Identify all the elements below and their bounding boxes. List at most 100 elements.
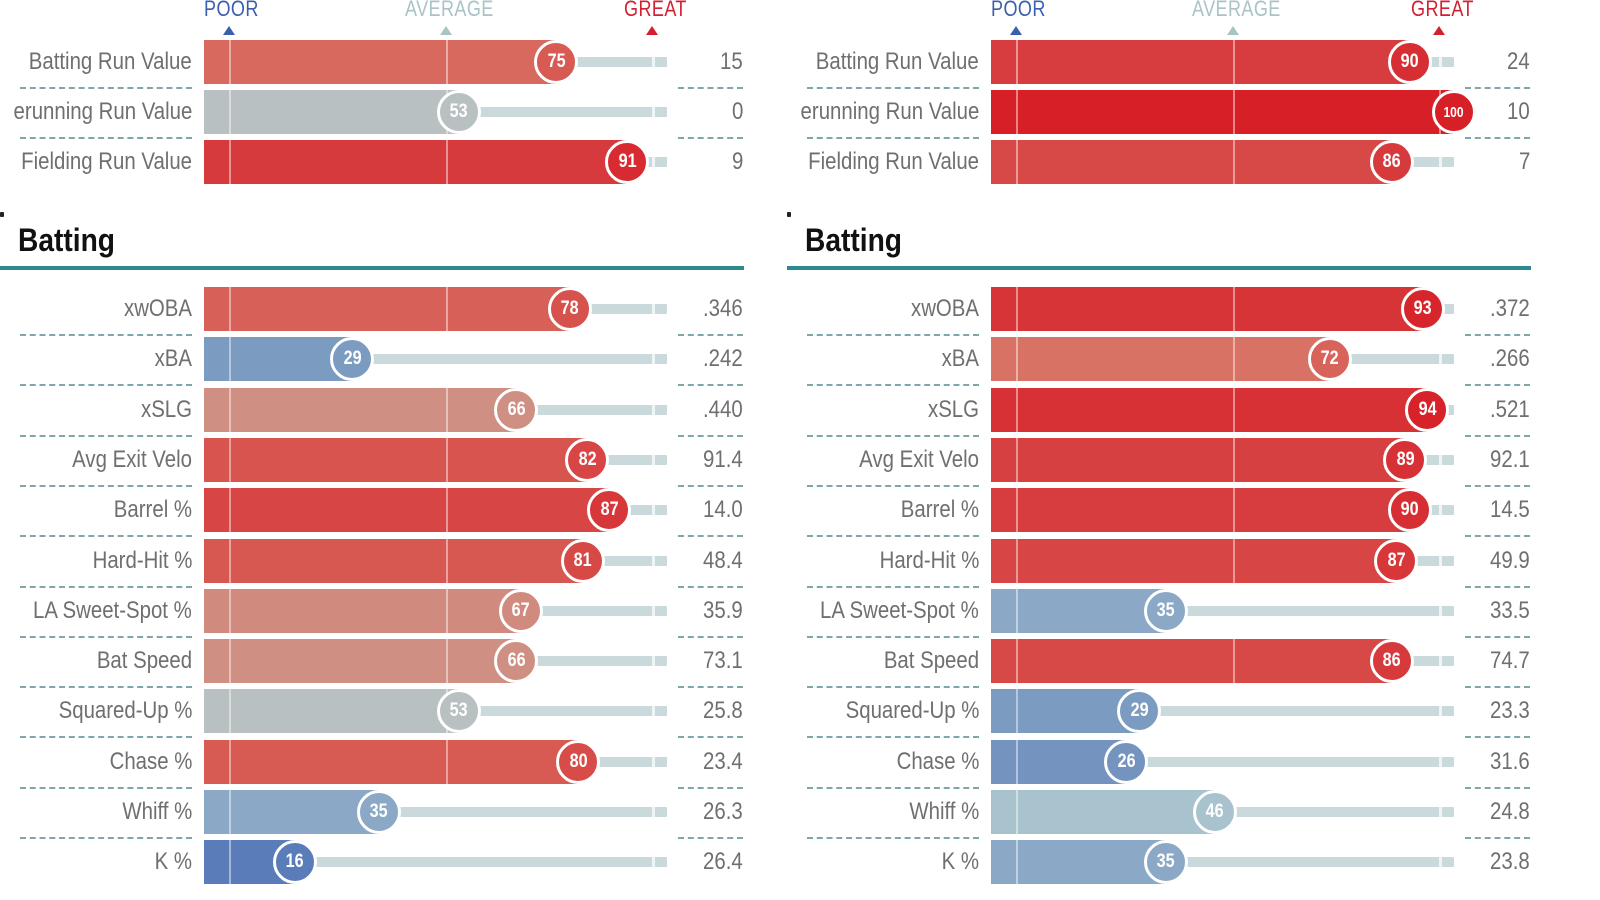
metric-value: 91.4 [703, 446, 743, 473]
poor-tick [229, 337, 231, 381]
value-divider [678, 787, 743, 789]
metric-label-wrap: xSLG [787, 388, 979, 432]
percentile-bar [991, 840, 1167, 884]
metric-label: xwOBA [910, 295, 979, 322]
poor-tick [229, 589, 231, 633]
poor-tick [1016, 639, 1018, 683]
metric-value: 15 [720, 48, 743, 75]
percentile-value: 26 [1117, 751, 1136, 772]
poor-tick [1016, 539, 1018, 583]
metric-value: 24.8 [1490, 798, 1530, 825]
percentile-badge: 29 [330, 337, 375, 381]
section-divider [0, 266, 744, 270]
percentile-bar [991, 90, 1454, 134]
poor-tick [1016, 438, 1018, 482]
metric-row: Avg Exit Velo 89 92.1 [787, 438, 1567, 482]
percentile-badge: 90 [1387, 488, 1432, 532]
average-tick [1233, 388, 1235, 432]
metric-row: Chase % 26 31.6 [787, 740, 1567, 784]
metric-value: 10 [1507, 98, 1530, 125]
percentile-badge: 94 [1405, 388, 1450, 432]
percentile-badge: 16 [272, 840, 317, 884]
row-divider [807, 334, 979, 336]
metric-value: .521 [1490, 396, 1530, 423]
percentile-track [991, 757, 1454, 767]
percentile-bar [204, 388, 517, 432]
value-divider [678, 384, 743, 386]
row-divider [807, 87, 979, 89]
metric-value: 24 [1507, 48, 1530, 75]
average-tick [1233, 90, 1235, 134]
percentile-badge: 89 [1383, 438, 1428, 482]
poor-tick [229, 388, 231, 432]
percentile-value: 72 [1320, 348, 1339, 369]
percentile-value: 35 [370, 801, 389, 822]
metric-label-wrap: Chase % [0, 740, 192, 784]
metric-label: Avg Exit Velo [859, 446, 979, 473]
great-track-tick [652, 556, 655, 566]
great-track-tick [652, 857, 655, 867]
value-divider [678, 485, 743, 487]
percentile-badge: 66 [494, 388, 539, 432]
percentile-bar [204, 40, 557, 84]
percentile-bar [204, 140, 628, 184]
metric-row: Barrel % 90 14.5 [787, 488, 1567, 532]
percentile-badge: 35 [357, 790, 402, 834]
great-track-tick [652, 606, 655, 616]
metric-label: K % [941, 848, 979, 875]
value-divider [1465, 334, 1530, 336]
percentile-value: 87 [600, 499, 619, 520]
great-track-tick [652, 455, 655, 465]
metric-label-wrap: Chase % [787, 740, 979, 784]
metric-label-wrap: Barrel % [787, 488, 979, 532]
metric-label-wrap: K % [0, 840, 192, 884]
row-divider [807, 535, 979, 537]
metric-label-wrap: Bat Speed [787, 639, 979, 683]
row-divider [20, 485, 192, 487]
metric-label: xBA [941, 345, 979, 372]
metric-row: LA Sweet-Spot % 67 35.9 [0, 589, 780, 633]
value-divider [1465, 686, 1530, 688]
average-tick [1233, 337, 1235, 381]
percentile-badge: 87 [1374, 539, 1419, 583]
poor-tick [1016, 337, 1018, 381]
percentile-value: 90 [1400, 499, 1419, 520]
percentile-badge: 90 [1387, 40, 1432, 84]
value-divider [1465, 535, 1530, 537]
metric-label: Fielding Run Value [21, 148, 192, 175]
percentile-value: 91 [618, 151, 637, 172]
percentile-value: 100 [1443, 104, 1465, 121]
metric-label: Chase % [896, 748, 979, 775]
percentile-bar [204, 539, 583, 583]
metric-label: Squared-Up % [845, 697, 979, 724]
metric-label: Avg Exit Velo [72, 446, 192, 473]
metric-row: Fielding Run Value 91 9 [0, 140, 780, 184]
percentile-bar [991, 589, 1167, 633]
poor-tick [1016, 40, 1018, 84]
metric-row: xSLG 66 .440 [0, 388, 780, 432]
row-divider [20, 736, 192, 738]
metric-row: xwOBA 93 .372 [787, 287, 1567, 331]
percentile-bar [204, 287, 570, 331]
metric-label: Whiff % [122, 798, 192, 825]
player-panel-right: POOR AVERAGE GREAT Batting Run Value 90 24 eru… [787, 0, 1567, 900]
value-divider [678, 686, 743, 688]
percentile-bar [991, 388, 1428, 432]
average-tick [446, 589, 448, 633]
average-tick [446, 287, 448, 331]
metric-label: Bat Speed [883, 647, 979, 674]
percentile-track [204, 807, 667, 817]
great-track-tick [652, 354, 655, 364]
metric-label-wrap: Fielding Run Value [0, 140, 192, 184]
average-tick [1233, 40, 1235, 84]
percentile-bar [991, 639, 1392, 683]
percentile-bar [991, 539, 1397, 583]
percentile-badge: 29 [1117, 689, 1162, 733]
poor-tick [1016, 740, 1018, 784]
metric-label-wrap: Squared-Up % [0, 689, 192, 733]
percentile-bar [991, 40, 1410, 84]
metric-row: xBA 29 .242 [0, 337, 780, 381]
percentile-value: 78 [560, 298, 579, 319]
average-tick [446, 740, 448, 784]
metric-row: Whiff % 46 24.8 [787, 790, 1567, 834]
